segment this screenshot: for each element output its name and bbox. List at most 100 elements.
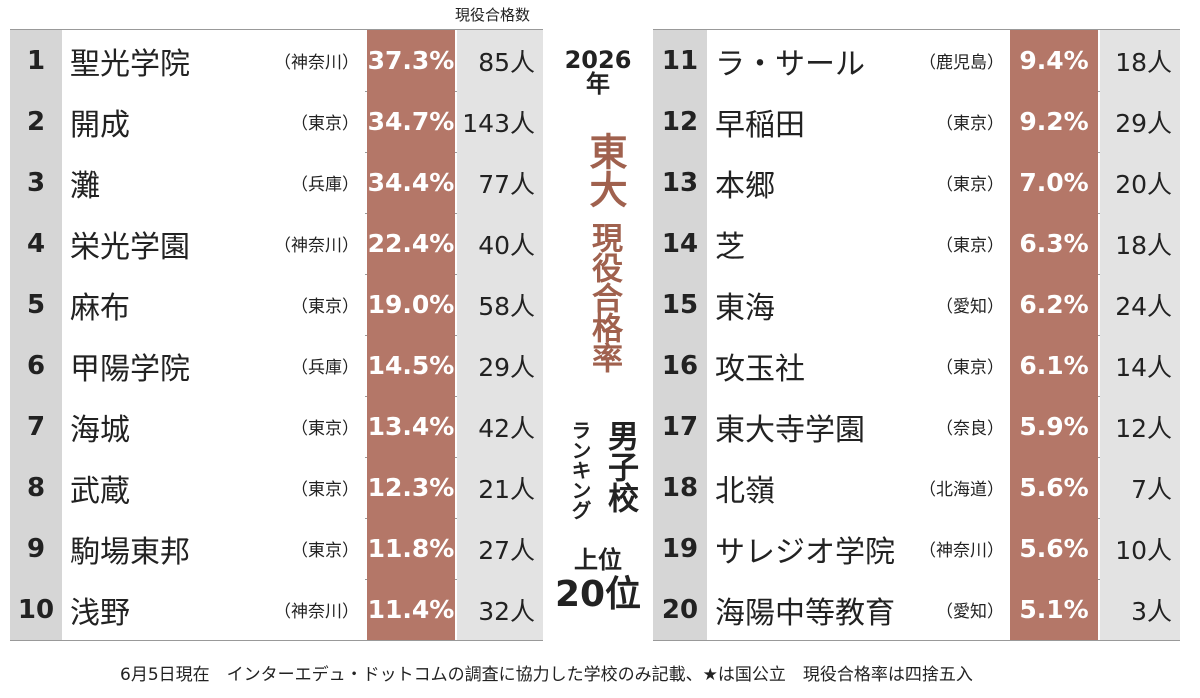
school-name: 本郷 — [707, 152, 1010, 213]
title-main: 東大 — [583, 132, 627, 208]
rank: 8 — [10, 457, 62, 518]
table-row: 15 東海 （愛知） 6.2% 24人 — [653, 274, 1180, 336]
rank: 15 — [653, 274, 707, 335]
table-row: 16 攻玉社 （東京） 6.1% 14人 — [653, 335, 1180, 397]
school-name: 甲陽学院 — [62, 335, 365, 396]
table-row: 19 サレジオ学院 （神奈川） 5.6% 10人 — [653, 518, 1180, 580]
table-row: 7 海城 （東京） 13.4% 42人 — [10, 396, 543, 458]
pass-count: 18人 — [1100, 30, 1180, 91]
table-row: 11 ラ・サール （鹿児島） 9.4% 18人 — [653, 30, 1180, 92]
pass-rate: 37.3% — [367, 30, 455, 91]
pass-count: 14人 — [1100, 335, 1180, 396]
school-name: 海陽中等教育 — [707, 579, 1010, 640]
pass-rate: 9.4% — [1010, 30, 1098, 91]
pass-rate: 5.6% — [1010, 457, 1098, 518]
rank: 20 — [653, 579, 707, 640]
prefecture: （北海道） — [919, 480, 1004, 500]
pass-count: 58人 — [457, 274, 543, 335]
prefecture: （神奈川） — [274, 236, 359, 256]
rank: 3 — [10, 152, 62, 213]
table-left: 1 聖光学院 （神奈川） 37.3% 85人 2 開成 （東京） 34.7% 143人 3 灘（兵庫）… — [10, 29, 543, 641]
table-row: 5 麻布 （東京） 19.0% 58人 — [10, 274, 543, 336]
school-name: 麻布 — [62, 274, 365, 335]
rank: 19 — [653, 518, 707, 579]
school-name: 栄光学園 — [62, 213, 365, 274]
school-name: 北嶺 — [707, 457, 1010, 518]
prefecture: （愛知） — [936, 297, 1004, 317]
pass-rate: 6.3% — [1010, 213, 1098, 274]
table-row: 18 北嶺 （北海道） 5.6% 7人 — [653, 457, 1180, 519]
pass-count: 143人 — [457, 91, 543, 152]
pass-count: 21人 — [457, 457, 543, 518]
pass-count: 3人 — [1100, 579, 1180, 640]
table-row: 2 開成 （東京） 34.7% 143人 — [10, 91, 543, 153]
year-suffix: 年 — [586, 70, 610, 98]
title-category: 男子校 — [602, 420, 638, 513]
rank: 4 — [10, 213, 62, 274]
prefecture: （東京） — [936, 175, 1004, 195]
pass-count: 7人 — [1100, 457, 1180, 518]
prefecture: （東京） — [936, 358, 1004, 378]
school-name: 東海 — [707, 274, 1010, 335]
school-name: サレジオ学院 — [707, 518, 1010, 579]
pass-rate: 6.1% — [1010, 335, 1098, 396]
pass-rate: 5.1% — [1010, 579, 1098, 640]
rank: 16 — [653, 335, 707, 396]
table-row: 3 灘（兵庫） 34.4% 77人 — [10, 152, 543, 214]
school-name: 海城 — [62, 396, 365, 457]
prefecture: （東京） — [291, 419, 359, 439]
rank: 9 — [10, 518, 62, 579]
school-name: 東大寺学園 — [707, 396, 1010, 457]
pass-rate: 19.0% — [367, 274, 455, 335]
table-row: 8 武蔵 （東京） 12.3% 21人 — [10, 457, 543, 519]
rank: 2 — [10, 91, 62, 152]
pass-rate: 34.7% — [367, 91, 455, 152]
pass-count: 85人 — [457, 30, 543, 91]
prefecture: （東京） — [291, 480, 359, 500]
pass-count: 24人 — [1100, 274, 1180, 335]
prefecture: （兵庫） — [291, 175, 359, 195]
pass-count: 32人 — [457, 579, 543, 640]
table-row: 9 駒場東邦 （東京） 11.8% 27人 — [10, 518, 543, 580]
prefecture: （東京） — [936, 236, 1004, 256]
school-name: 芝 — [707, 213, 1010, 274]
count-header: 現役合格数 — [455, 6, 531, 24]
school-name: 駒場東邦 — [62, 518, 365, 579]
rank: 17 — [653, 396, 707, 457]
school-name: 攻玉社 — [707, 335, 1010, 396]
pass-count: 29人 — [1100, 91, 1180, 152]
year: 2026 — [564, 46, 632, 74]
rank: 10 — [10, 579, 62, 640]
rank: 13 — [653, 152, 707, 213]
pass-count: 42人 — [457, 396, 543, 457]
pass-rate: 5.6% — [1010, 518, 1098, 579]
table-row: 10 浅野 （神奈川） 11.4% 32人 — [10, 579, 543, 641]
pass-count: 77人 — [457, 152, 543, 213]
table-row: 1 聖光学院 （神奈川） 37.3% 85人 — [10, 30, 543, 92]
school-name: 早稲田 — [707, 91, 1010, 152]
pass-count: 12人 — [1100, 396, 1180, 457]
prefecture: （神奈川） — [274, 53, 359, 73]
title-top: 上位 20位 — [543, 540, 653, 615]
table-row: 17 東大寺学園 （奈良） 5.9% 12人 — [653, 396, 1180, 458]
top-label: 上位 — [574, 546, 622, 574]
pass-count: 29人 — [457, 335, 543, 396]
pass-count: 27人 — [457, 518, 543, 579]
prefecture: （東京） — [291, 297, 359, 317]
prefecture: （神奈川） — [919, 541, 1004, 561]
title-ranking: ランキング — [568, 420, 592, 520]
prefecture: （愛知） — [936, 602, 1004, 622]
pass-rate: 22.4% — [367, 213, 455, 274]
top-count: 20位 — [554, 574, 642, 615]
rank: 7 — [10, 396, 62, 457]
rank: 5 — [10, 274, 62, 335]
title-year: 2026 年 — [543, 48, 653, 96]
school-name: 聖光学院 — [62, 30, 365, 91]
school-name: 浅野 — [62, 579, 365, 640]
school-name: 灘 — [62, 152, 365, 213]
table-row: 14 芝（東京） 6.3% 18人 — [653, 213, 1180, 275]
pass-rate: 11.4% — [367, 579, 455, 640]
pass-rate: 14.5% — [367, 335, 455, 396]
prefecture: （鹿児島） — [919, 53, 1004, 73]
